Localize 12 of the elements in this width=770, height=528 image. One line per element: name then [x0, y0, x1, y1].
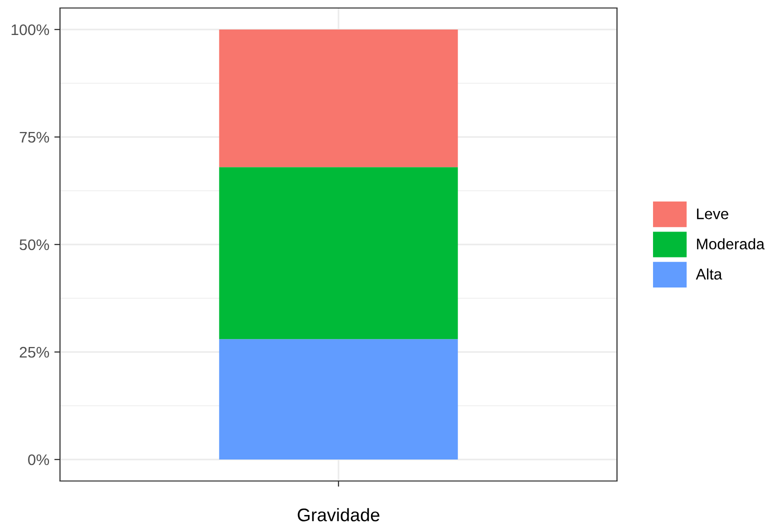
legend-label: Leve [697, 208, 728, 220]
y-tick-label: 50% [20, 239, 50, 250]
legend-label: Alta [696, 268, 722, 280]
legend-label: Moderada [697, 238, 765, 250]
bar [219, 167, 458, 340]
y-tick-label: 25% [20, 346, 50, 358]
y-tick-label: 75% [20, 132, 50, 143]
x-axis-title: Gravidade [298, 508, 380, 522]
bar [219, 30, 458, 168]
y-tick-label: 100% [12, 24, 50, 36]
bar [219, 339, 458, 460]
y-tick-label: 0% [28, 454, 50, 466]
